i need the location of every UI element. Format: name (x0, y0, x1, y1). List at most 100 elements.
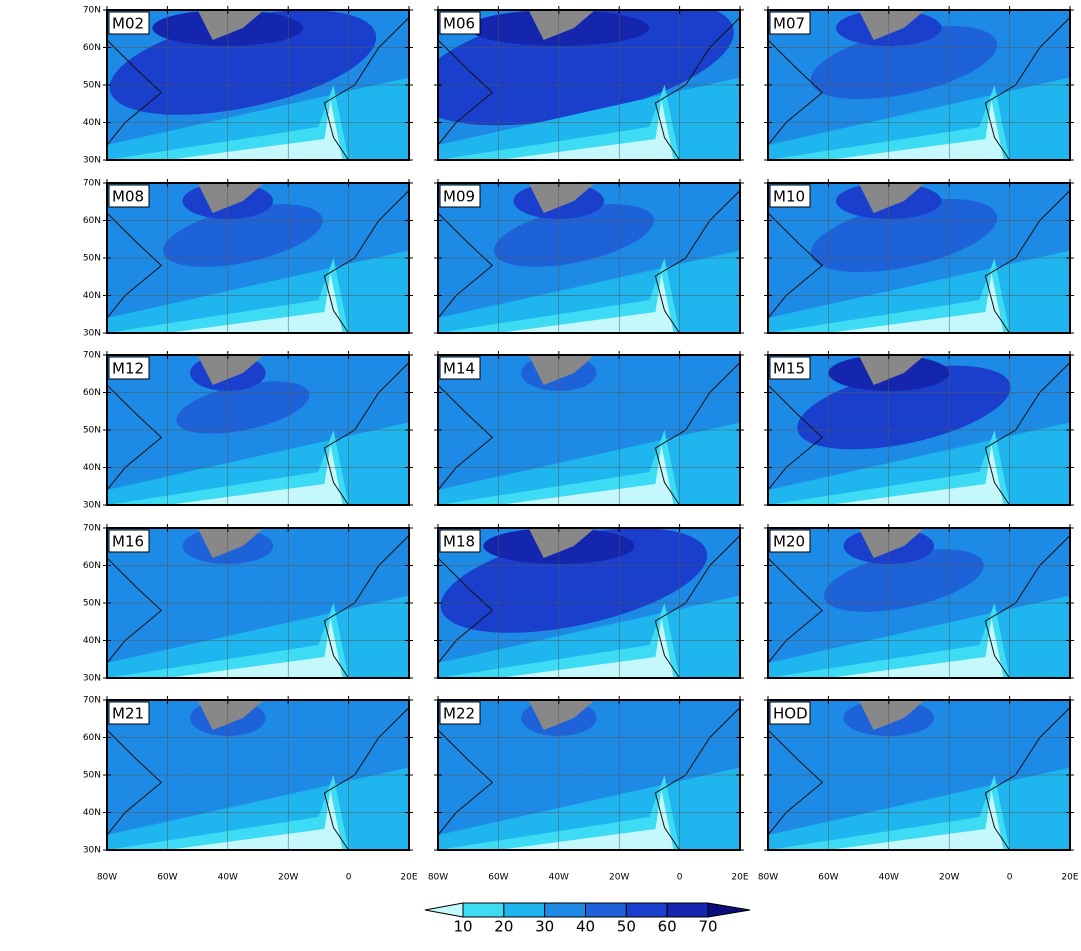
panel-label: M12 (112, 360, 144, 378)
lat-tick-label: 70N (83, 179, 101, 189)
label-box (108, 701, 150, 725)
field (828, 445, 1004, 505)
coastline (438, 362, 740, 505)
panel-frame (767, 527, 1071, 679)
field (176, 381, 310, 434)
panel-label: M18 (443, 533, 475, 551)
panel-frame (106, 699, 410, 851)
lat-tick-label: 40N (83, 808, 101, 818)
map-panel: 70N 60N 50N 40N 30N M12 (83, 351, 413, 511)
land-greenland (197, 10, 265, 40)
field (167, 790, 343, 850)
field (828, 100, 1004, 160)
map-panel: 70N 60N 50N 40N 30N M02 (83, 6, 413, 166)
label-box (439, 529, 481, 553)
panel-frame (106, 182, 410, 334)
land-greenland (528, 183, 596, 213)
panel-label: M14 (443, 360, 475, 378)
field (498, 273, 674, 333)
field (162, 549, 323, 612)
colorbar-tick-label: 50 (617, 918, 636, 936)
lon-tick-label: 20E (400, 873, 417, 883)
panel-label: M10 (773, 188, 805, 206)
label-box (108, 11, 150, 35)
map-panel: M07 (764, 6, 1074, 161)
panel-frame (437, 354, 741, 506)
land-greenland (858, 528, 926, 558)
colorbar-box (462, 902, 505, 918)
lon-tick-label: 40W (549, 873, 569, 883)
field (167, 273, 343, 333)
lat-tick-label: 30N (83, 846, 101, 856)
label-box (439, 701, 481, 725)
map-panel: M09 (434, 179, 744, 334)
panel-label: M16 (112, 533, 144, 551)
lat-tick-label: 70N (83, 6, 101, 16)
coastline (107, 362, 409, 505)
colorbar-tick-label: 20 (494, 918, 513, 936)
panel-frame (437, 9, 741, 161)
lon-tick-label: 40W (879, 873, 899, 883)
field (507, 381, 641, 434)
lat-tick-label: 50N (83, 771, 101, 781)
coastline (107, 535, 409, 678)
field (828, 790, 1004, 850)
label-box (108, 356, 150, 380)
lon-tick-label: 20E (731, 873, 748, 883)
lon-tick-label: 60W (488, 873, 508, 883)
lon-tick-label: 20W (939, 873, 959, 883)
map-panel: HOD 80W 60W 40W 20W 0 20E (758, 696, 1079, 883)
coastline (768, 190, 1070, 333)
map-panel: M18 (434, 524, 744, 679)
map-panel: M14 (434, 351, 744, 506)
lon-tick-label: 20W (278, 873, 298, 883)
panel-label: M22 (443, 705, 475, 723)
field (810, 198, 998, 273)
lat-tick-label: 60N (83, 388, 101, 398)
field (167, 618, 343, 678)
lat-tick-label: 40N (83, 118, 101, 128)
colorbar-box (666, 902, 709, 918)
lat-tick-label: 60N (83, 43, 101, 53)
field (167, 100, 343, 160)
lat-tick-label: 40N (83, 291, 101, 301)
map-panel: M06 (434, 6, 744, 161)
panel-label: M15 (773, 360, 805, 378)
label-box (439, 184, 481, 208)
land-greenland (197, 700, 265, 730)
lat-tick-label: 40N (83, 636, 101, 646)
lat-tick-label: 30N (83, 329, 101, 339)
panel-frame (437, 182, 741, 334)
label-box (439, 11, 481, 35)
field (498, 445, 674, 505)
colorbar: 10 20 30 40 50 60 70 (424, 902, 751, 936)
lat-tick-label: 70N (83, 524, 101, 534)
lat-tick-label: 30N (83, 156, 101, 166)
colorbar-box (544, 902, 587, 918)
field (498, 618, 674, 678)
panel-label: HOD (773, 705, 808, 723)
coastline (438, 17, 740, 160)
label-box (769, 529, 811, 553)
label-box (769, 701, 811, 725)
lat-tick-label: 30N (83, 674, 101, 684)
map-panel: 70N 60N 50N 40N 30N M21 80W 60W 40W 20W 0 20E (83, 696, 418, 883)
lon-tick-label: 80W (428, 873, 448, 883)
field (823, 549, 984, 612)
panel-frame (106, 9, 410, 161)
panel-label: M09 (443, 188, 475, 206)
lon-tick-label: 80W (758, 873, 778, 883)
field (162, 204, 323, 267)
panel-frame (767, 182, 1071, 334)
colorbar-tick-label: 70 (698, 918, 717, 936)
lat-tick-label: 30N (83, 501, 101, 511)
lat-tick-label: 50N (83, 81, 101, 91)
field (498, 100, 674, 160)
land-greenland (197, 183, 265, 213)
panel-label: M20 (773, 533, 805, 551)
land-greenland (197, 528, 265, 558)
coastline (107, 190, 409, 333)
coastline (768, 362, 1070, 505)
coastline (107, 707, 409, 850)
map-panel: M20 (764, 524, 1074, 679)
